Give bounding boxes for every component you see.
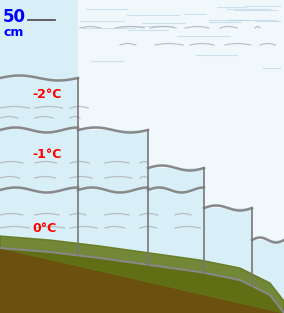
Polygon shape [0, 248, 284, 313]
Text: 50: 50 [3, 8, 26, 26]
Polygon shape [0, 248, 284, 313]
Text: cm: cm [3, 26, 23, 39]
Text: 0°C: 0°C [32, 222, 56, 234]
Bar [78, 0, 148, 130]
Bar [204, 0, 252, 208]
Polygon shape [0, 236, 284, 313]
Text: -1°C: -1°C [32, 148, 61, 162]
Bar [252, 0, 284, 240]
Bar [148, 0, 204, 168]
Text: -2°C: -2°C [32, 89, 61, 101]
